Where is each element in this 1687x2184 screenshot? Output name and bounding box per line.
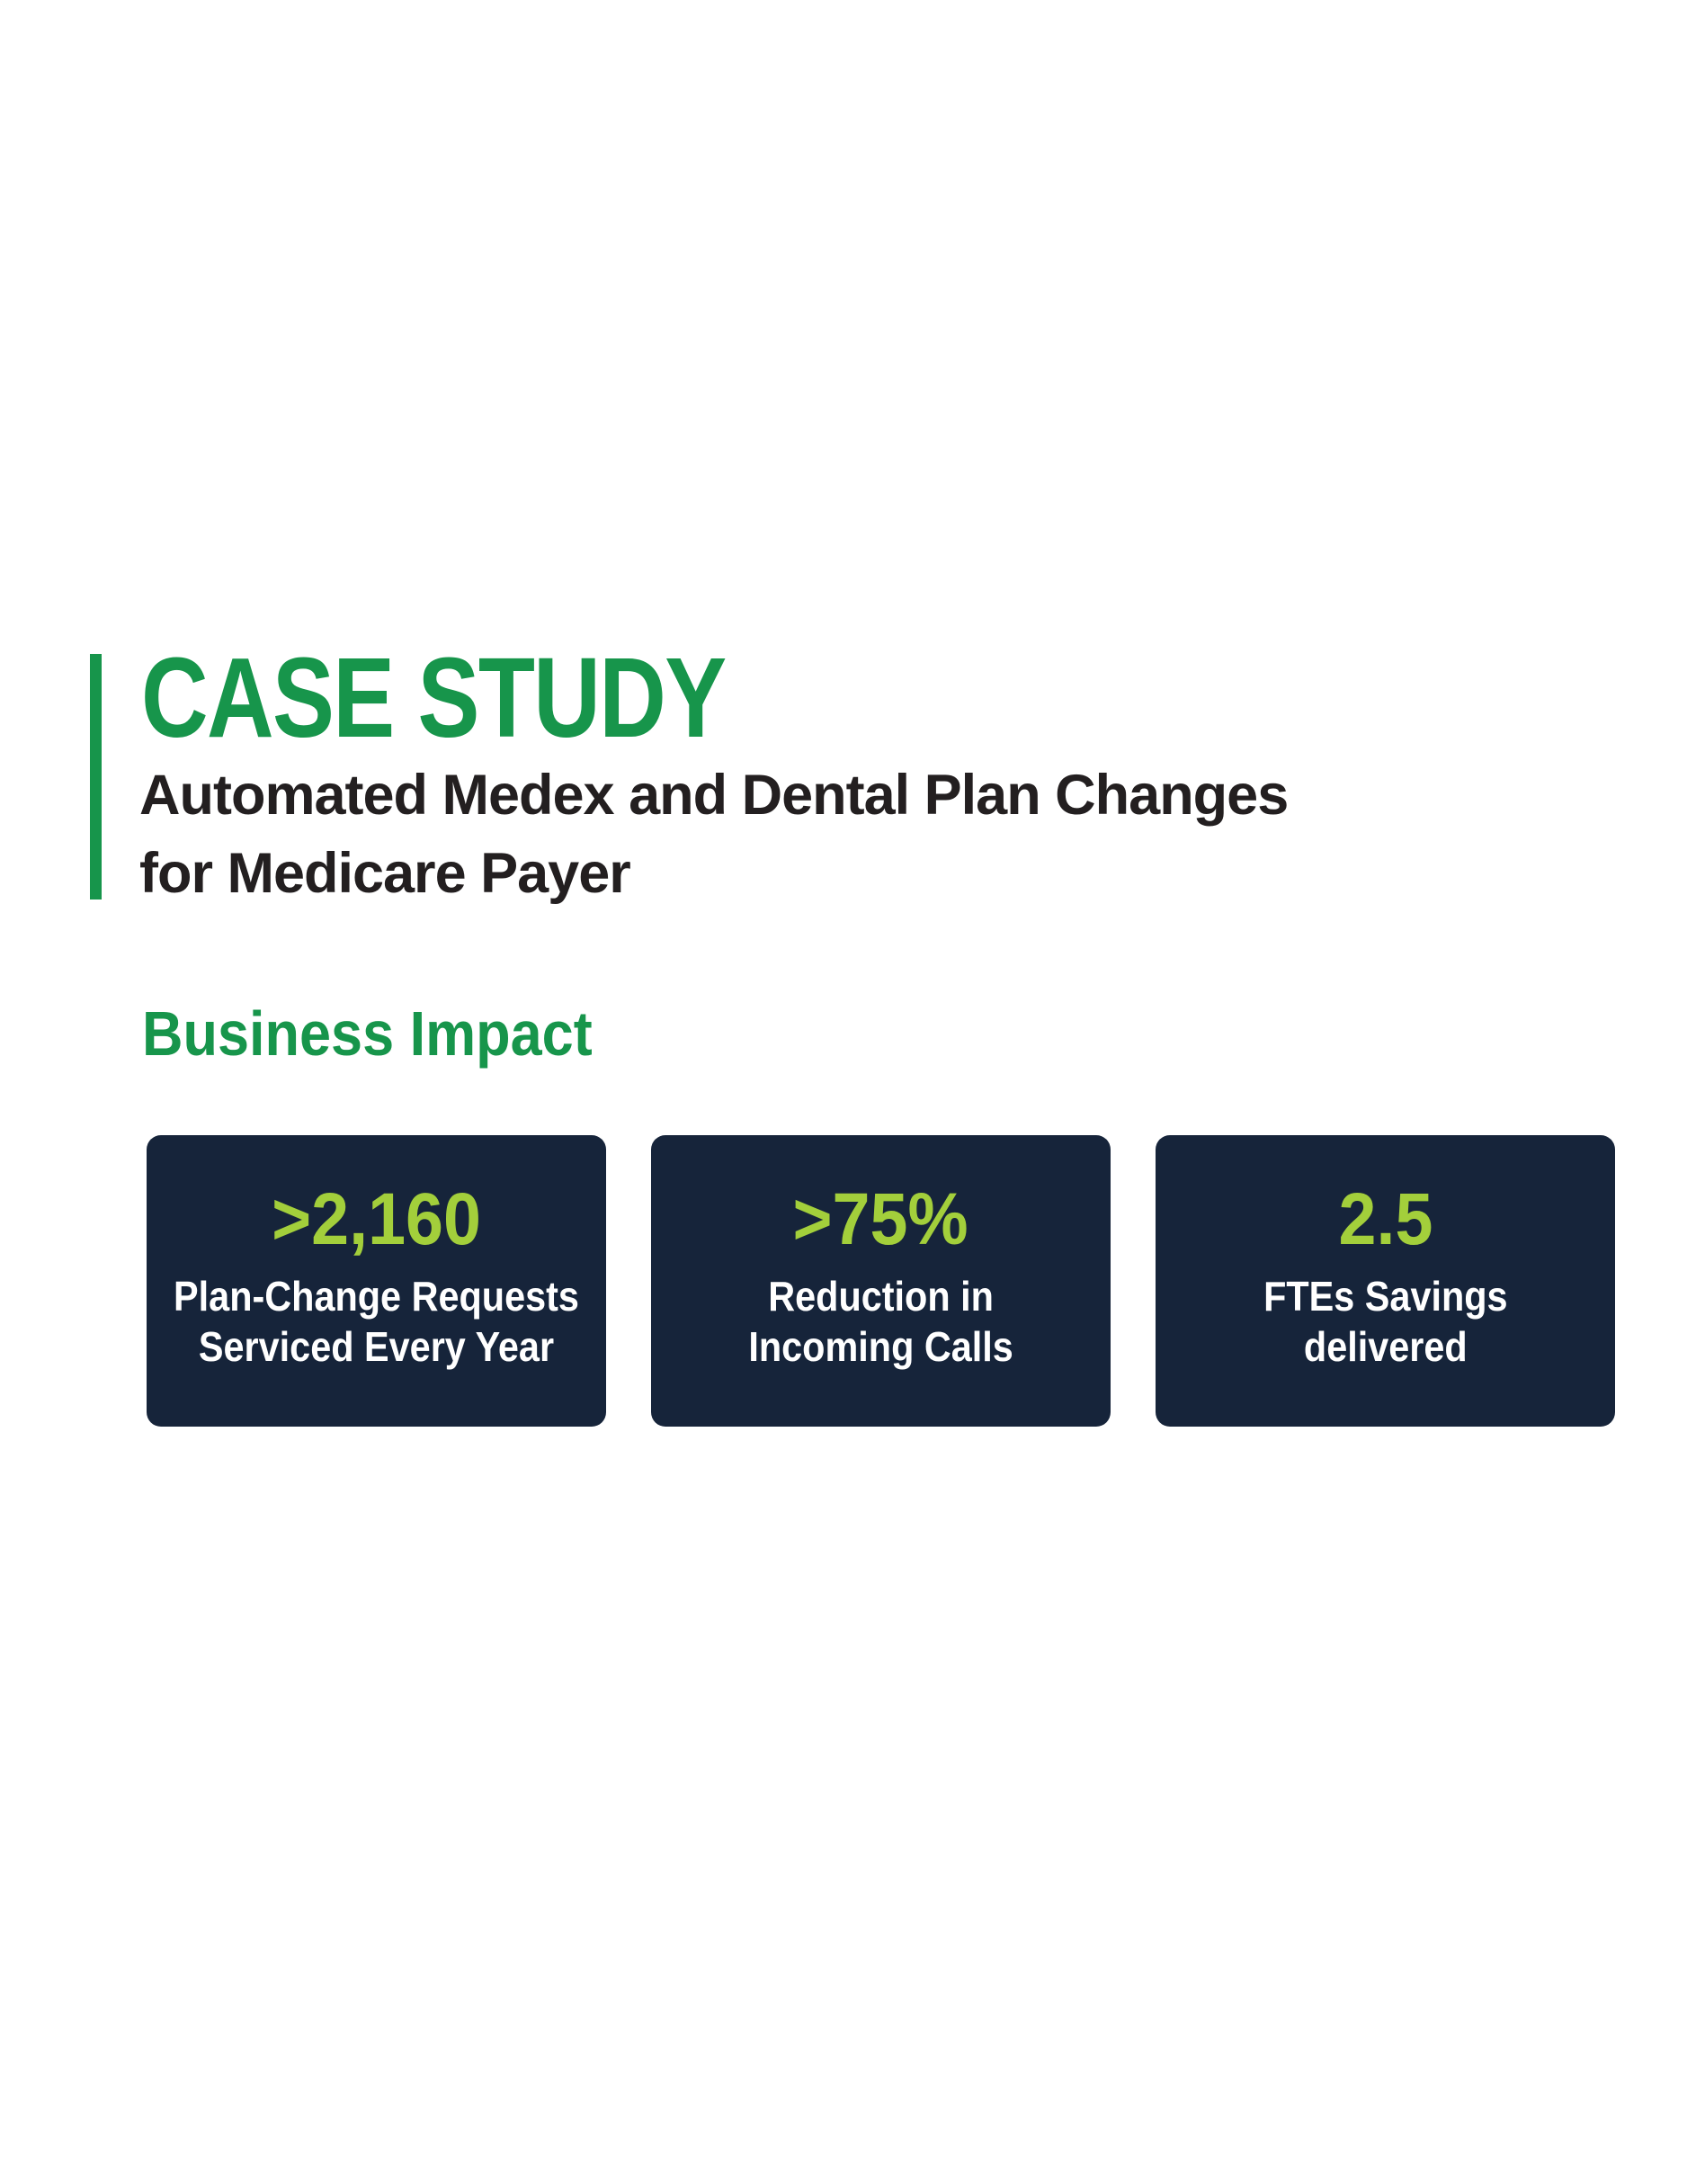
- stat-label-line-2: Serviced Every Year: [198, 1323, 555, 1370]
- impact-card-plan-change-requests: >2,160 Plan-Change Requests Serviced Eve…: [147, 1135, 606, 1427]
- stat-label: Reduction in Incoming Calls: [748, 1271, 1013, 1372]
- stat-label: FTEs Savings delivered: [1263, 1271, 1507, 1372]
- impact-cards-row: >2,160 Plan-Change Requests Serviced Eve…: [147, 1135, 1615, 1427]
- green-accent-bar: [90, 654, 102, 900]
- document-title-line-1: Automated Medex and Dental Plan Changes: [139, 764, 1289, 827]
- impact-card-call-reduction: >75% Reduction in Incoming Calls: [651, 1135, 1111, 1427]
- stat-label-line-1: Reduction in: [768, 1273, 994, 1320]
- stat-value: >2,160: [272, 1178, 481, 1260]
- impact-card-fte-savings: 2.5 FTEs Savings delivered: [1156, 1135, 1615, 1427]
- stat-value: 2.5: [1338, 1178, 1433, 1260]
- document-title: Automated Medex and Dental Plan Changes …: [139, 756, 1289, 913]
- stat-label-line-2: delivered: [1303, 1323, 1468, 1370]
- document-title-line-2: for Medicare Payer: [139, 842, 631, 905]
- stat-label: Plan-Change Requests Serviced Every Year: [174, 1271, 579, 1372]
- stat-value: >75%: [792, 1178, 969, 1260]
- case-study-heading: CASE STUDY: [141, 634, 727, 761]
- stat-label-line-1: Plan-Change Requests: [174, 1273, 579, 1320]
- stat-label-line-1: FTEs Savings: [1263, 1273, 1508, 1320]
- business-impact-heading: Business Impact: [142, 998, 593, 1069]
- stat-label-line-2: Incoming Calls: [748, 1323, 1013, 1370]
